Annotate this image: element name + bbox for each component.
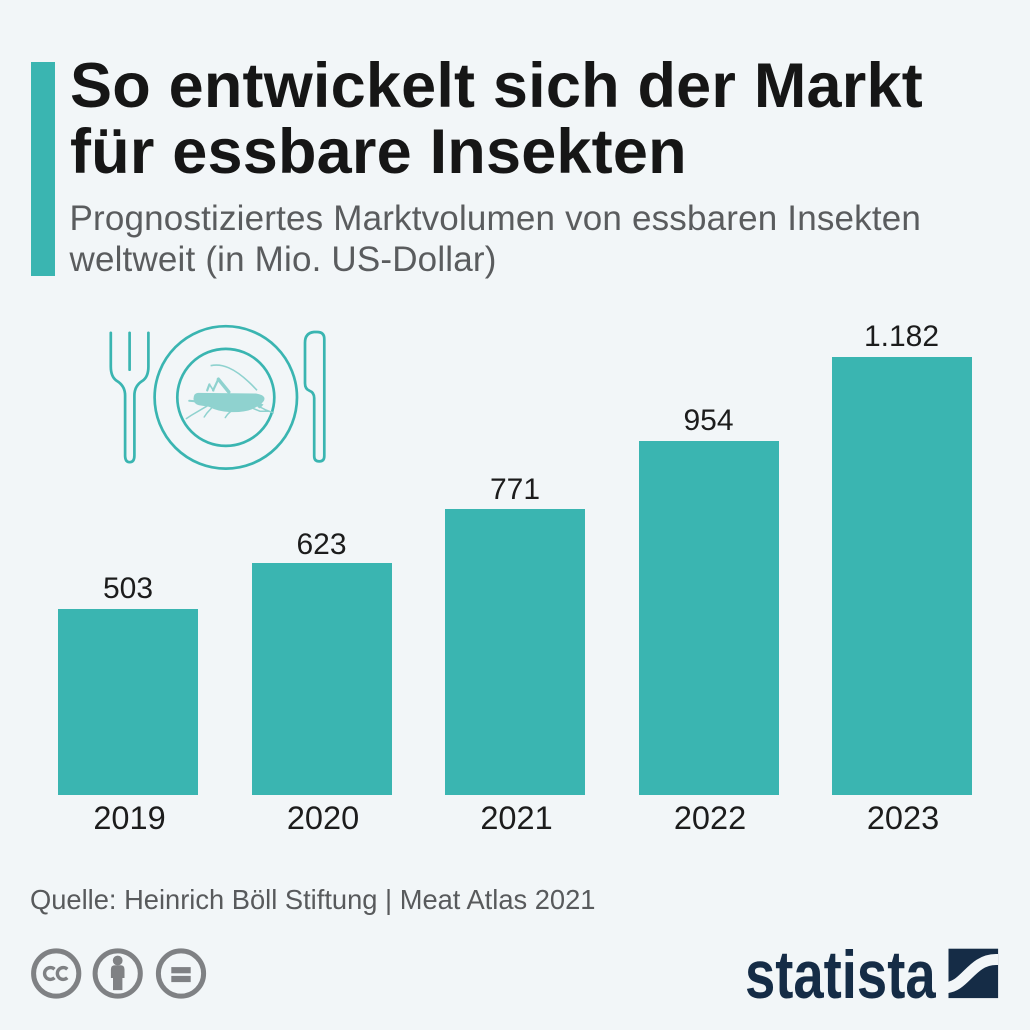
svg-text:statista: statista bbox=[745, 940, 936, 1002]
